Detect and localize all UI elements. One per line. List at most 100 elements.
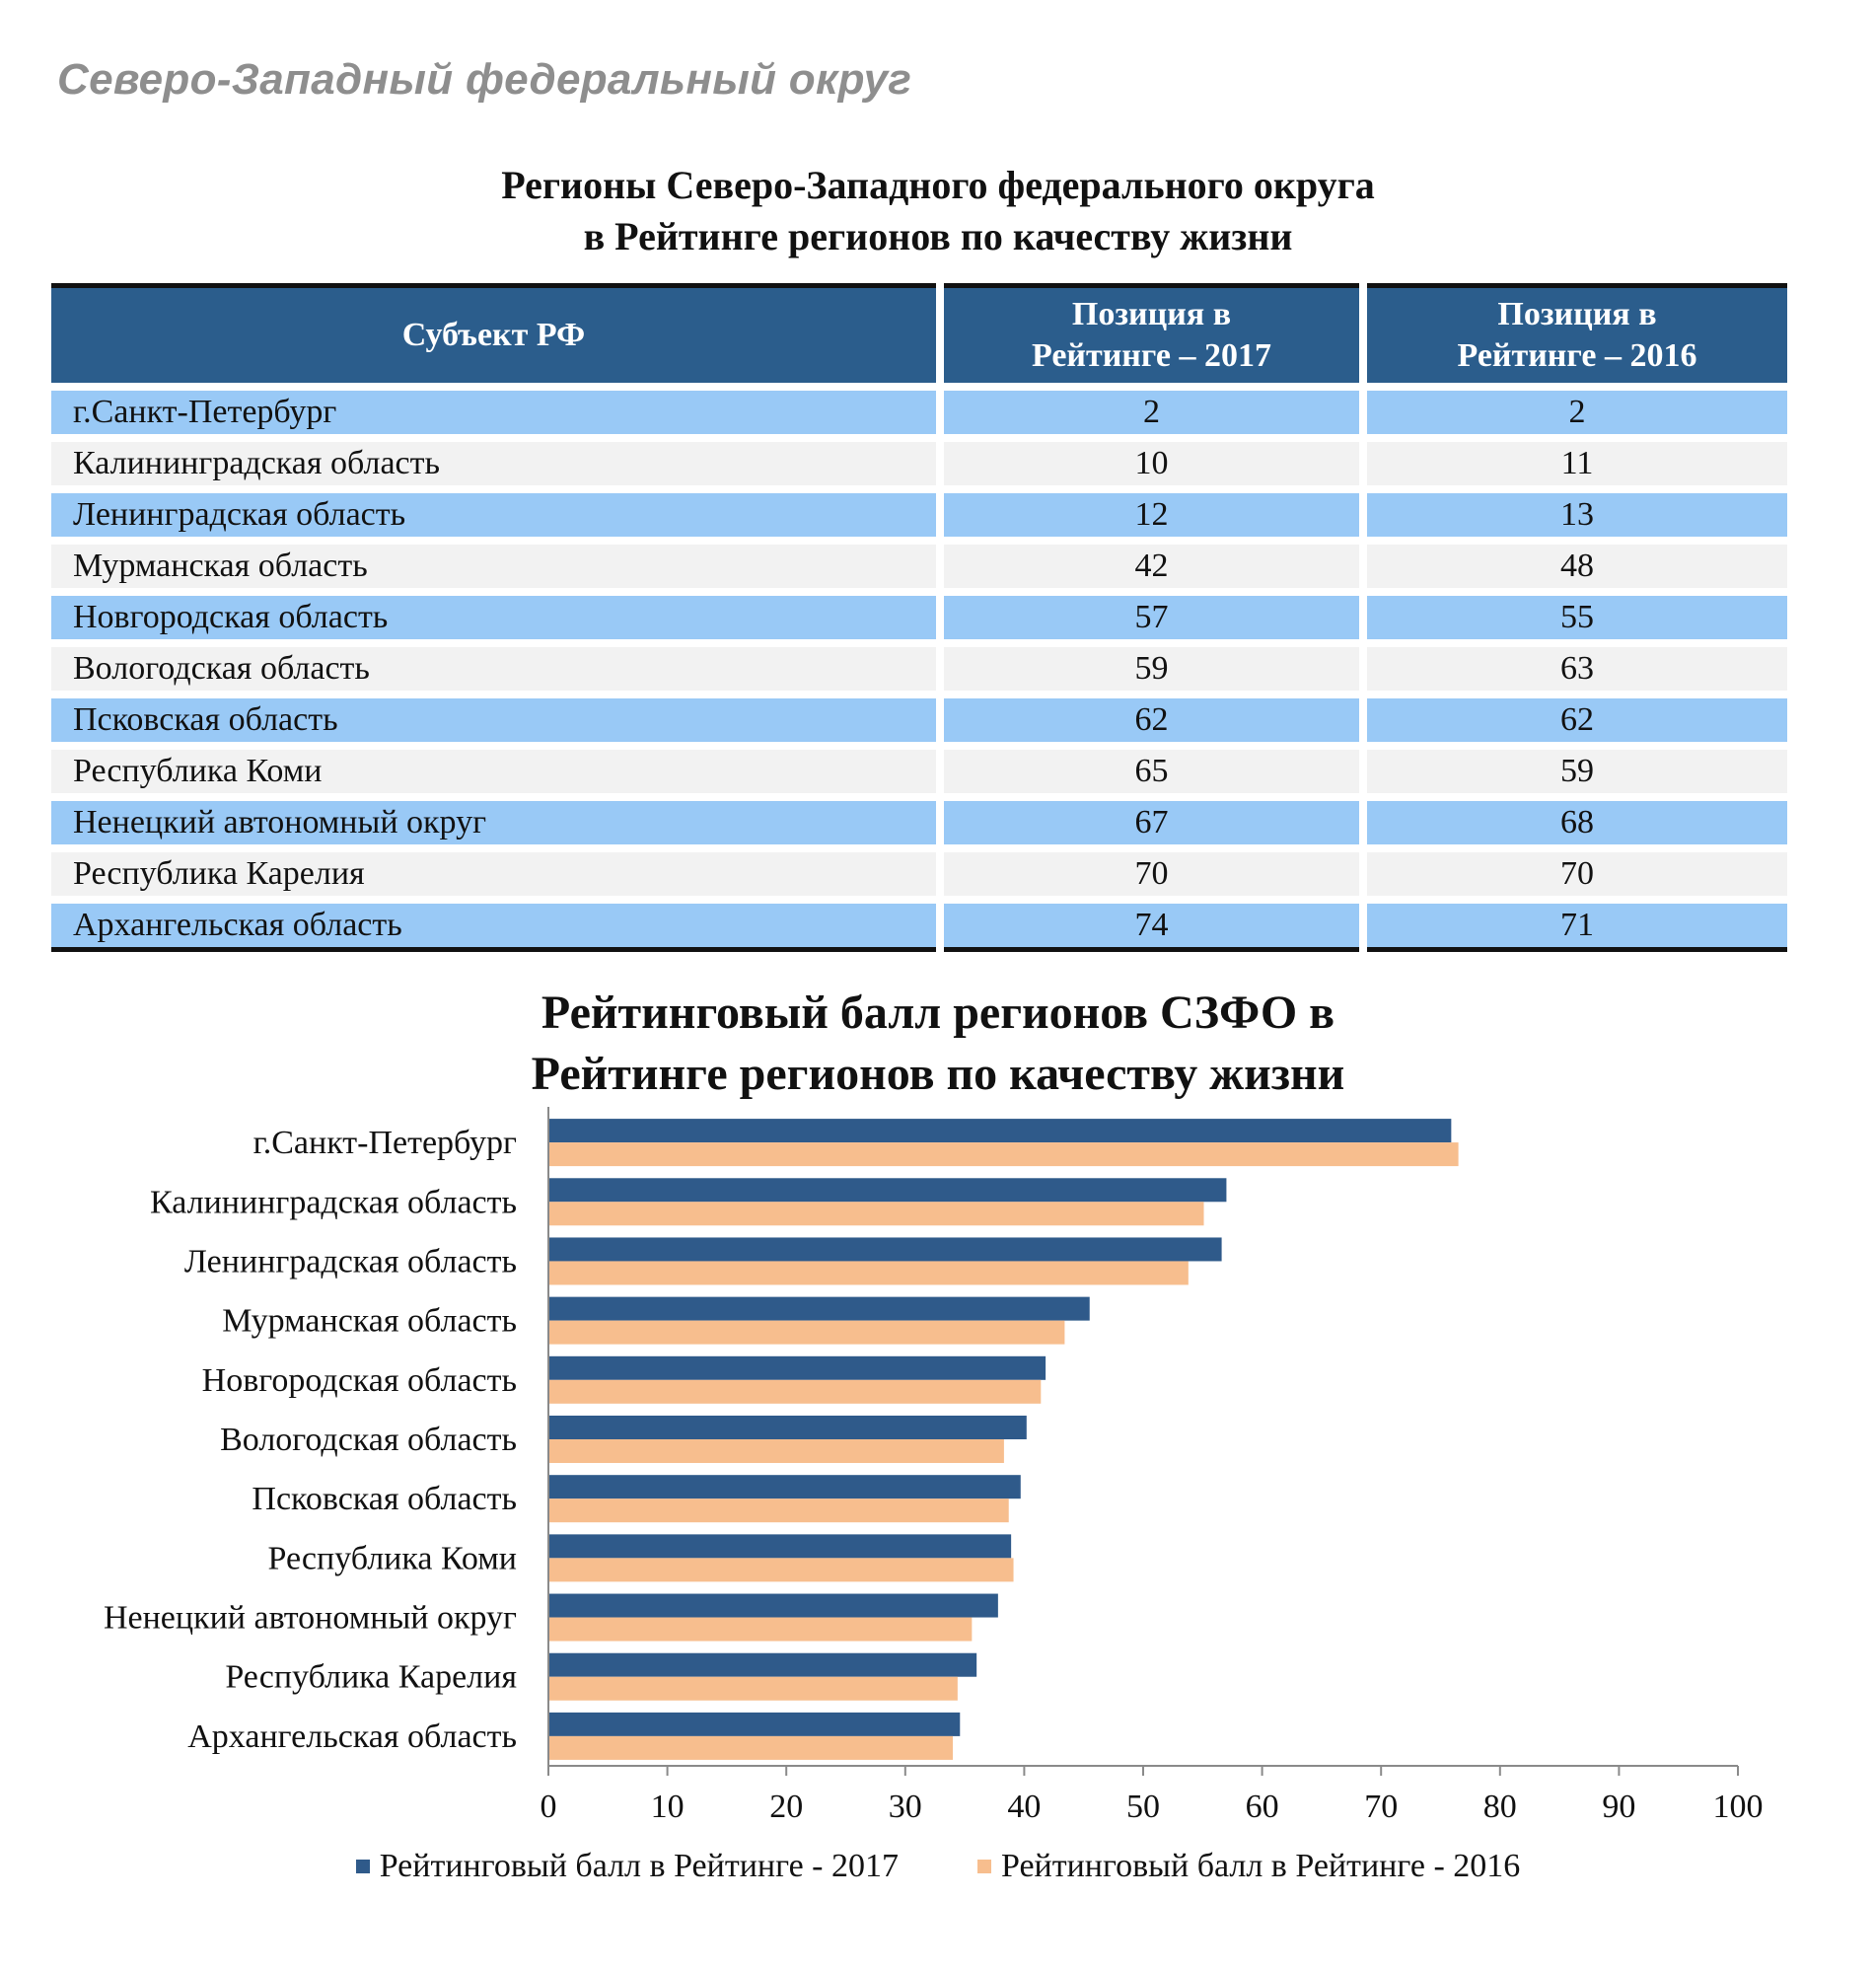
cell-position-2017: 59 [936,643,1363,698]
category-label: Архангельская область [187,1718,517,1755]
category-label: Калининградская область [150,1184,517,1220]
x-tick-label: 90 [1602,1789,1635,1825]
bar-2016 [548,1498,1009,1523]
legend-swatch-2017 [355,1860,370,1873]
table-row: Мурманская область 42 48 [51,541,1787,596]
cell-subject: Ненецкий автономный округ [51,797,940,852]
bar-2016 [548,1142,1459,1167]
bar-2017 [548,1355,1046,1380]
x-tick-label: 100 [1713,1789,1764,1825]
cell-position-2016: 55 [1359,592,1787,647]
col-header-subject: Субъект РФ [51,285,940,391]
x-tick-label: 20 [769,1789,803,1825]
table-row: Новгородская область 57 55 [51,592,1787,647]
table-row: Калининградская область 10 11 [51,438,1787,493]
cell-subject: Республика Коми [51,746,940,801]
rating-table: Субъект РФ Позиция в Рейтинге – 2017 Поз… [51,283,1787,952]
x-tick-label: 30 [889,1789,922,1825]
x-tick-label: 60 [1246,1789,1279,1825]
table-header-row: Субъект РФ Позиция в Рейтинге – 2017 Поз… [51,285,1787,391]
table-row: Ненецкий автономный округ 67 68 [51,797,1787,852]
cell-position-2017: 12 [936,489,1363,545]
category-label: Республика Коми [268,1540,518,1576]
bar-2017 [548,1296,1090,1321]
bar-2016 [548,1617,973,1642]
bar-chart: г.Санкт-Петербург Калининградская область… [104,1107,1764,1825]
cell-position-2016: 2 [1359,387,1787,442]
bar-2016 [548,1320,1065,1345]
bar-2017 [548,1534,1012,1559]
table-row: г.Санкт-Петербург 2 2 [51,387,1787,442]
bar-2016 [548,1735,954,1760]
col-header-2016-line-1: Позиция в [1497,296,1657,332]
cell-position-2017: 65 [936,746,1363,801]
table-body: г.Санкт-Петербург 2 2 Калининградская облас… [51,387,1787,950]
cell-position-2017: 10 [936,438,1363,493]
category-label: Новгородская область [202,1362,517,1399]
bar-2017 [548,1652,977,1677]
legend-label-2016: Рейтинговый балл в Рейтинге - 2016 [1001,1848,1521,1884]
x-tick-label: 50 [1126,1789,1160,1825]
cell-subject: Новгородская область [51,592,940,647]
bar-2017 [548,1178,1227,1203]
cell-position-2016: 48 [1359,541,1787,596]
cell-subject: Калининградская область [51,438,940,493]
chart-legend: Рейтинговый балл в Рейтинге - 2017 Рейти… [0,1847,1876,1886]
col-header-2017-line-2: Рейтинге – 2017 [1032,337,1271,374]
cell-subject: Мурманская область [51,541,940,596]
bar-2017 [548,1237,1222,1262]
table-row: Псковская область 62 62 [51,694,1787,750]
cell-subject: Ленинградская область [51,489,940,545]
bar-2017 [548,1475,1021,1499]
cell-subject: г.Санкт-Петербург [51,387,940,442]
legend-item-2017: Рейтинговый балл в Рейтинге - 2017 [355,1847,899,1886]
col-header-2017-line-1: Позиция в [1071,296,1232,332]
cell-position-2017: 2 [936,387,1363,442]
bar-2017 [548,1593,998,1618]
table-row: Вологодская область 59 63 [51,643,1787,698]
bar-2017 [548,1712,961,1736]
cell-position-2017: 62 [936,694,1363,750]
table-title-line-2: в Рейтинге регионов по качеству жизни [583,214,1293,258]
category-label: Вологодская область [220,1422,517,1458]
cell-position-2016: 63 [1359,643,1787,698]
cell-subject: Республика Карелия [51,848,940,904]
table-row: Республика Коми 65 59 [51,746,1787,801]
cell-position-2017: 42 [936,541,1363,596]
table-title-line-1: Регионы Северо-Западного федерального ок… [501,163,1375,207]
legend-label-2017: Рейтинговый балл в Рейтинге - 2017 [379,1848,899,1884]
chart-title: Рейтинговый балл регионов СЗФО в Рейтинг… [0,983,1876,1105]
col-header-2016: Позиция в Рейтинге – 2016 [1359,285,1787,391]
cell-position-2016: 71 [1359,900,1787,950]
cell-position-2017: 74 [936,900,1363,950]
category-label: Псковская область [252,1481,517,1517]
cell-position-2017: 57 [936,592,1363,647]
cell-position-2016: 59 [1359,746,1787,801]
table-title: Регионы Северо-Западного федерального ок… [0,160,1876,262]
bar-2016 [548,1202,1204,1226]
cell-position-2016: 13 [1359,489,1787,545]
chart-title-line-2: Рейтинге регионов по качеству жизни [531,1048,1345,1100]
x-tick-label: 10 [651,1789,685,1825]
x-tick-label: 40 [1007,1789,1041,1825]
col-header-2017: Позиция в Рейтинге – 2017 [936,285,1363,391]
x-tick-label: 0 [541,1789,557,1825]
category-label: Республика Карелия [225,1659,517,1696]
x-tick-label: 80 [1483,1789,1517,1825]
cell-position-2016: 70 [1359,848,1787,904]
bar-2016 [548,1261,1189,1285]
cell-subject: Псковская область [51,694,940,750]
category-label: г.Санкт-Петербург [253,1125,517,1161]
category-label: Ненецкий автономный округ [104,1600,517,1637]
legend-item-2016: Рейтинговый балл в Рейтинге - 2016 [977,1847,1520,1886]
x-tick-label: 70 [1364,1789,1398,1825]
cell-position-2016: 62 [1359,694,1787,750]
table-row: Ленинградская область 12 13 [51,489,1787,545]
cell-position-2016: 68 [1359,797,1787,852]
col-header-2016-line-2: Рейтинге – 2016 [1457,337,1697,374]
category-label: Ленинградская область [184,1243,517,1279]
bar-2016 [548,1379,1042,1404]
bar-2016 [548,1558,1014,1582]
page-header: Северо-Западный федеральный округ [57,55,912,104]
table-row: Архангельская область 74 71 [51,900,1787,950]
